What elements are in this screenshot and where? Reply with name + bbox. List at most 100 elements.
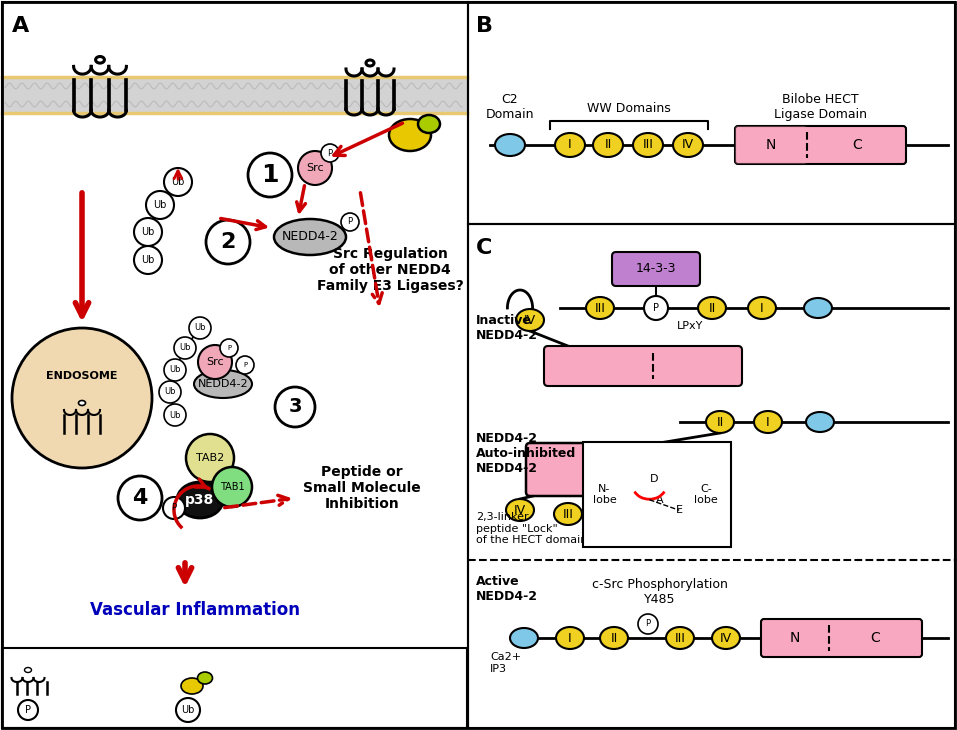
Text: Src: Src xyxy=(306,163,323,173)
FancyBboxPatch shape xyxy=(735,126,906,164)
Circle shape xyxy=(298,151,332,185)
Text: c-Src Phosphorylation
Y485: c-Src Phosphorylation Y485 xyxy=(592,578,728,606)
FancyBboxPatch shape xyxy=(544,346,742,386)
Text: Active
NEDD4-2: Active NEDD4-2 xyxy=(476,575,538,603)
Ellipse shape xyxy=(78,401,85,405)
Bar xyxy=(2,2,468,728)
Ellipse shape xyxy=(366,60,374,66)
Ellipse shape xyxy=(600,627,628,649)
Ellipse shape xyxy=(593,133,623,157)
Text: III: III xyxy=(563,507,573,520)
Text: 3: 3 xyxy=(288,398,301,417)
Ellipse shape xyxy=(389,119,431,151)
Text: Ub: Ub xyxy=(179,344,190,353)
Circle shape xyxy=(118,476,162,520)
Text: II: II xyxy=(708,301,716,315)
Text: LPxY: LPxY xyxy=(677,321,703,331)
Text: P: P xyxy=(347,218,352,226)
Text: E: E xyxy=(676,505,682,515)
Circle shape xyxy=(18,700,38,720)
Text: 2,3-linker
peptide "Lock"
of the HECT domain: 2,3-linker peptide "Lock" of the HECT do… xyxy=(476,512,588,545)
Ellipse shape xyxy=(748,297,776,319)
Circle shape xyxy=(134,246,162,274)
Text: I: I xyxy=(760,301,764,315)
Text: I: I xyxy=(568,139,572,152)
Text: 2: 2 xyxy=(220,232,235,252)
Text: II: II xyxy=(605,139,612,152)
Text: TAB2: TAB2 xyxy=(196,453,224,463)
Text: P: P xyxy=(243,362,247,368)
Circle shape xyxy=(206,220,250,264)
Text: P: P xyxy=(327,148,333,158)
Text: N: N xyxy=(790,631,800,645)
Text: = Ubiquitination: = Ubiquitination xyxy=(207,704,309,717)
Circle shape xyxy=(220,339,238,357)
Ellipse shape xyxy=(554,503,582,525)
Circle shape xyxy=(174,337,196,359)
Text: Ub: Ub xyxy=(142,227,155,237)
Text: WW Domains: WW Domains xyxy=(588,102,671,115)
Circle shape xyxy=(12,328,152,468)
Text: IV: IV xyxy=(514,504,526,517)
Text: = GPCR: = GPCR xyxy=(52,678,101,691)
Text: NEDD4-2
Auto-inhibited
NEDD4-2: NEDD4-2 Auto-inhibited NEDD4-2 xyxy=(476,432,576,475)
Ellipse shape xyxy=(510,628,538,648)
Text: 4: 4 xyxy=(132,488,147,508)
Circle shape xyxy=(164,404,186,426)
Ellipse shape xyxy=(194,370,252,398)
Ellipse shape xyxy=(418,115,440,133)
Circle shape xyxy=(146,191,174,219)
Text: C-
lobe: C- lobe xyxy=(695,484,718,505)
Circle shape xyxy=(134,218,162,246)
Text: Ca2+
IP3: Ca2+ IP3 xyxy=(490,652,522,674)
Ellipse shape xyxy=(586,297,614,319)
Text: D: D xyxy=(650,474,658,484)
Text: Ub: Ub xyxy=(169,366,181,374)
Text: NEDD4-2: NEDD4-2 xyxy=(198,379,248,389)
Ellipse shape xyxy=(96,56,104,63)
Circle shape xyxy=(198,345,232,379)
Text: I: I xyxy=(568,631,572,645)
Text: P: P xyxy=(653,303,659,313)
Text: IV: IV xyxy=(720,631,732,645)
Text: 1: 1 xyxy=(261,163,278,187)
Ellipse shape xyxy=(712,627,740,649)
Text: TAB1: TAB1 xyxy=(220,482,244,492)
Text: 14-3-3: 14-3-3 xyxy=(635,263,677,275)
Ellipse shape xyxy=(754,411,782,433)
Circle shape xyxy=(321,144,339,162)
Circle shape xyxy=(638,614,658,634)
Ellipse shape xyxy=(806,412,834,432)
Text: C: C xyxy=(476,238,492,258)
Text: Ub: Ub xyxy=(153,200,167,210)
Ellipse shape xyxy=(673,133,703,157)
Text: Ub: Ub xyxy=(171,177,185,187)
Text: I: I xyxy=(767,415,769,429)
Text: P: P xyxy=(25,705,31,715)
Text: N-
lobe: N- lobe xyxy=(592,484,616,505)
FancyBboxPatch shape xyxy=(735,126,807,164)
Ellipse shape xyxy=(181,678,203,694)
Circle shape xyxy=(186,434,234,482)
FancyBboxPatch shape xyxy=(761,619,922,657)
Text: C: C xyxy=(852,138,861,152)
Text: A: A xyxy=(657,495,663,504)
Text: Peptide or
Small Molecule
Inhibition: Peptide or Small Molecule Inhibition xyxy=(303,465,421,511)
Circle shape xyxy=(163,497,185,519)
Circle shape xyxy=(176,698,200,722)
Text: Ub: Ub xyxy=(181,705,194,715)
Text: B: B xyxy=(476,16,493,36)
Bar xyxy=(468,2,955,224)
Ellipse shape xyxy=(177,482,223,518)
Ellipse shape xyxy=(495,134,525,156)
Ellipse shape xyxy=(804,298,832,318)
Circle shape xyxy=(164,359,186,381)
Circle shape xyxy=(164,168,192,196)
Ellipse shape xyxy=(197,672,212,684)
Text: IV: IV xyxy=(682,139,694,152)
Text: A: A xyxy=(12,16,30,36)
FancyBboxPatch shape xyxy=(526,443,709,496)
Circle shape xyxy=(236,356,254,374)
Ellipse shape xyxy=(516,309,544,331)
Bar xyxy=(2,648,467,728)
